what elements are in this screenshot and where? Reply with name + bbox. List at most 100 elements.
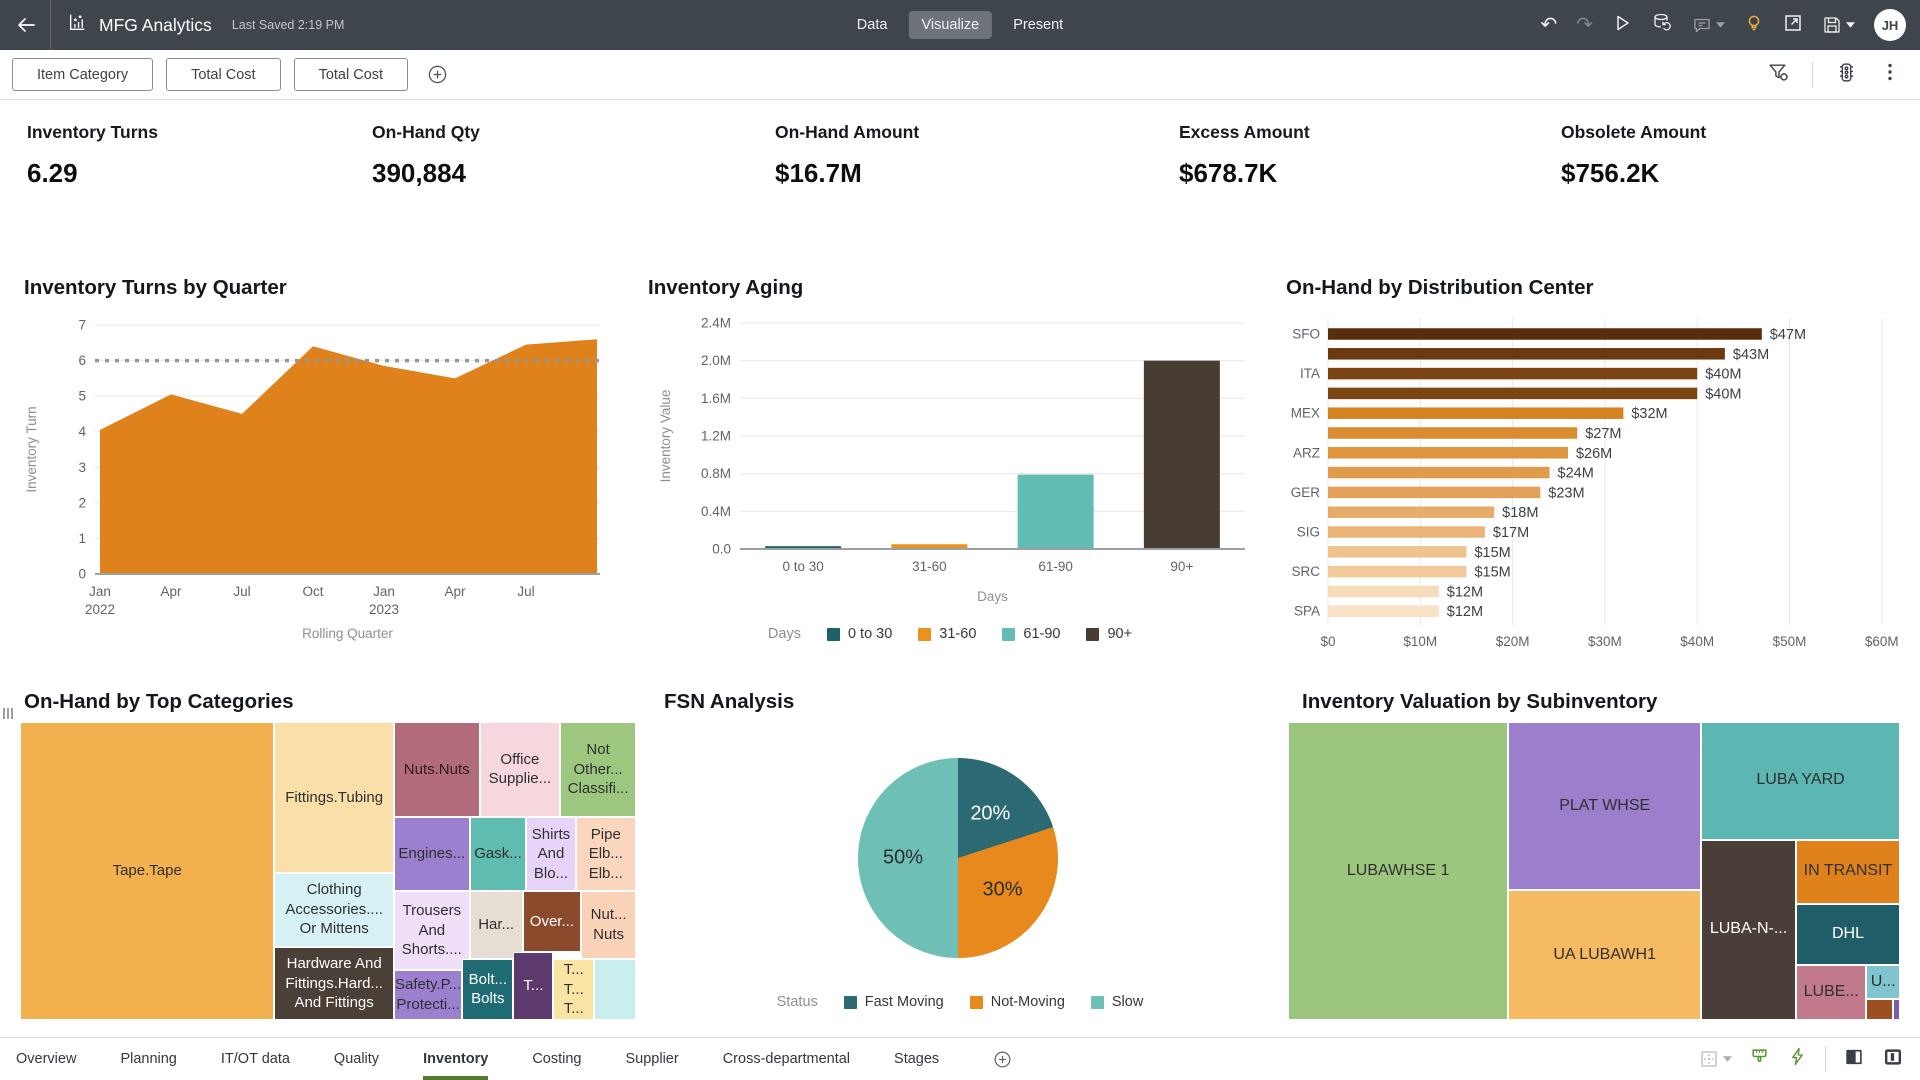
treemap-tile-shirts-and-blo[interactable]: Shirts And Blo... xyxy=(526,816,576,892)
avatar[interactable]: JH xyxy=(1874,9,1906,41)
mode-tab-present[interactable]: Present xyxy=(1013,17,1064,33)
svg-text:$10M: $10M xyxy=(1403,634,1437,649)
canvas-tab-supplier[interactable]: Supplier xyxy=(625,1051,679,1067)
svg-text:$24M: $24M xyxy=(1558,466,1594,482)
tile-label: LUBA-N-... xyxy=(1709,920,1788,938)
treemap-tile-tape-tape[interactable]: Tape.Tape xyxy=(20,722,275,1020)
filter-chip-0[interactable]: Item Category xyxy=(12,58,154,91)
layout-grid-icon xyxy=(1701,1051,1717,1067)
svg-text:$15M: $15M xyxy=(1474,545,1510,561)
back-button[interactable] xyxy=(14,13,38,37)
legend-item-0-to-30[interactable]: 0 to 30 xyxy=(826,626,892,642)
canvas-tab-planning[interactable]: Planning xyxy=(120,1051,177,1067)
treemap-tile-dhl[interactable]: DHL xyxy=(1795,903,1900,965)
treemap-tile-luba-n[interactable]: LUBA-N-... xyxy=(1701,839,1796,1020)
treemap-tile-gask[interactable]: Gask... xyxy=(469,816,527,892)
data-panel-icon[interactable] xyxy=(1882,1046,1904,1073)
treemap-tile-ua-lubawh1[interactable]: UA LUBAWH1 xyxy=(1508,890,1702,1020)
treemap-tile-office-supplie[interactable]: Office Supplie... xyxy=(479,722,561,817)
kebab-menu-icon[interactable] xyxy=(1880,61,1900,88)
auto-insights-icon[interactable] xyxy=(1787,1046,1808,1072)
treemap-tile-luba-yard[interactable]: LUBA YARD xyxy=(1701,722,1900,840)
treemap-tile-not-other-classifi[interactable]: Not Other... Classifi... xyxy=(560,722,636,817)
treemap-tile-blank[interactable] xyxy=(1866,999,1893,1020)
treemap-tile-pipe-elb-elb[interactable]: Pipe Elb... Elb... xyxy=(575,816,636,892)
refresh-data-icon[interactable] xyxy=(1651,12,1673,39)
comments-menu[interactable] xyxy=(1692,15,1725,35)
filter-chip-1[interactable]: Total Cost xyxy=(166,58,281,91)
tile-label: Shirts And Blo... xyxy=(531,825,571,882)
treemap-tile-u[interactable]: U... xyxy=(1866,964,1900,1000)
footer-divider xyxy=(1825,1046,1826,1072)
canvas-tab-cross-departmental[interactable]: Cross-departmental xyxy=(722,1051,851,1067)
legend-item-90[interactable]: 90+ xyxy=(1086,626,1132,642)
treemap-tile-engines[interactable]: Engines... xyxy=(393,816,470,892)
hbar-chart-distribution-center[interactable]: $0 $10M $20M $30M $40M $50M $60M SFO $47M$43M ITA… xyxy=(1280,300,1920,680)
legend-item-61-90[interactable]: 61-90 xyxy=(1002,626,1060,642)
treemap-tile-nuts-nuts[interactable]: Nuts.Nuts xyxy=(393,722,480,817)
undo-icon[interactable]: ↶ xyxy=(1540,14,1558,36)
visualization-console-icon[interactable] xyxy=(1835,61,1858,89)
treemap-tile-clothing-accessories-or-mittens[interactable]: Clothing Accessories.... Or Mittens xyxy=(274,872,394,947)
mode-tab-visualize[interactable]: Visualize xyxy=(908,11,993,39)
canvas-tab-quality[interactable]: Quality xyxy=(333,1051,380,1067)
canvas-tab-costing[interactable]: Costing xyxy=(532,1051,582,1067)
legend-swatch xyxy=(1090,995,1104,1009)
treemap-tile-blank[interactable] xyxy=(1892,999,1900,1020)
layout-grid-menu[interactable] xyxy=(1699,1049,1732,1069)
treemap-tile-lubawhse-1[interactable]: LUBAWHSE 1 xyxy=(1288,722,1509,1020)
treemap-tile-hardware-and-fittings-hard-and-fittings[interactable]: Hardware And Fittings.Hard... And Fittin… xyxy=(274,946,394,1020)
treemap-tile-blank[interactable] xyxy=(594,958,636,1020)
treemap-tile-in-transit[interactable]: IN TRANSIT xyxy=(1795,839,1900,904)
treemap-tile-har[interactable]: Har... xyxy=(469,891,523,959)
treemap-subinventory[interactable]: LUBAWHSE 1 PLAT WHSE UA LUBAWH1 LUBA YARD LU… xyxy=(1288,722,1900,1020)
add-canvas-button[interactable] xyxy=(993,1038,1012,1080)
canvas-tab-stages[interactable]: Stages xyxy=(894,1051,940,1067)
treemap-tile-bolt-bolts[interactable]: Bolt... Bolts xyxy=(462,958,514,1020)
treemap-tile-t-t-t[interactable]: T... T... T... xyxy=(553,958,595,1020)
kpi-value: $756.2K xyxy=(1561,158,1660,188)
insights-bulb-icon[interactable] xyxy=(1744,13,1764,38)
area-chart-inventory-turns[interactable]: 0 1 2 3 4 5 6 7 Jan 2022 Apr Jul Oct Jan 2023 Apr Jul Rol… xyxy=(20,300,640,680)
kpi-obsolete-amount: Obsolete Amount $756.2K xyxy=(1561,122,1706,189)
present-play-icon[interactable] xyxy=(1612,13,1632,38)
svg-text:SFO: SFO xyxy=(1292,327,1320,342)
canvas-tab-it-ot-data[interactable]: IT/OT data xyxy=(220,1051,290,1067)
tile-label: Office Supplie... xyxy=(488,750,552,788)
filter-settings-icon[interactable] xyxy=(1767,61,1790,89)
panel-resize-grip[interactable] xyxy=(3,708,13,719)
treemap-tile-safety-p-protecti[interactable]: Safety.P... Protecti... xyxy=(393,969,463,1020)
treemap-tile-nut-nuts[interactable]: Nut... Nuts xyxy=(581,891,636,959)
mode-tab-data[interactable]: Data xyxy=(856,17,888,33)
treemap-tile-trousers-and-shorts[interactable]: Trousers And Shorts.... xyxy=(393,891,470,970)
canvas-tab-inventory[interactable]: Inventory xyxy=(423,1038,489,1080)
canvas-tab-overview[interactable]: Overview xyxy=(16,1051,77,1067)
save-menu[interactable] xyxy=(1822,15,1855,35)
grammar-panel-icon[interactable] xyxy=(1843,1046,1865,1073)
add-filter-button[interactable] xyxy=(427,64,448,85)
legend-item-slow[interactable]: Slow xyxy=(1090,994,1143,1010)
treemap-top-categories[interactable]: Tape.Tape Fittings.Tubing Clothing Accesso… xyxy=(20,722,636,1020)
svg-text:$0: $0 xyxy=(1320,634,1335,649)
treemap-tile-t[interactable]: T... xyxy=(513,952,554,1020)
treemap-tile-fittings-tubing[interactable]: Fittings.Tubing xyxy=(274,722,394,873)
canvas-style-brush-icon[interactable] xyxy=(1749,1046,1770,1072)
fsn-pie[interactable]: 20% 30% 50% xyxy=(858,758,1058,958)
legend-item-fast-moving[interactable]: Fast Moving xyxy=(843,994,944,1010)
treemap-tile-over[interactable]: Over... xyxy=(522,891,582,953)
tile-label: Engines... xyxy=(398,845,466,863)
svg-text:$15M: $15M xyxy=(1474,565,1510,581)
bar-chart-inventory-aging[interactable]: 0.0 0.4M 0.8M 1.2M 1.6M 2.0M 2.4M 0 to 30 31-60 6… xyxy=(640,300,1260,680)
legend-item-not-moving[interactable]: Not-Moving xyxy=(969,994,1065,1010)
svg-text:0: 0 xyxy=(78,567,86,582)
treemap-tile-lube[interactable]: LUBE... xyxy=(1795,964,1867,1020)
redo-icon[interactable]: ↷ xyxy=(1576,14,1593,36)
filter-chip-2[interactable]: Total Cost xyxy=(293,58,409,91)
legend-item-31-60[interactable]: 31-60 xyxy=(918,626,976,642)
topbar-divider xyxy=(50,0,51,50)
last-saved-label: Last Saved 2:19 PM xyxy=(231,18,345,32)
svg-text:$40M: $40M xyxy=(1705,367,1741,383)
kpi-on-hand-qty: On-Hand Qty 390,884 xyxy=(372,122,480,189)
open-window-icon[interactable] xyxy=(1783,13,1803,38)
treemap-tile-plat-whse[interactable]: PLAT WHSE xyxy=(1508,722,1702,891)
